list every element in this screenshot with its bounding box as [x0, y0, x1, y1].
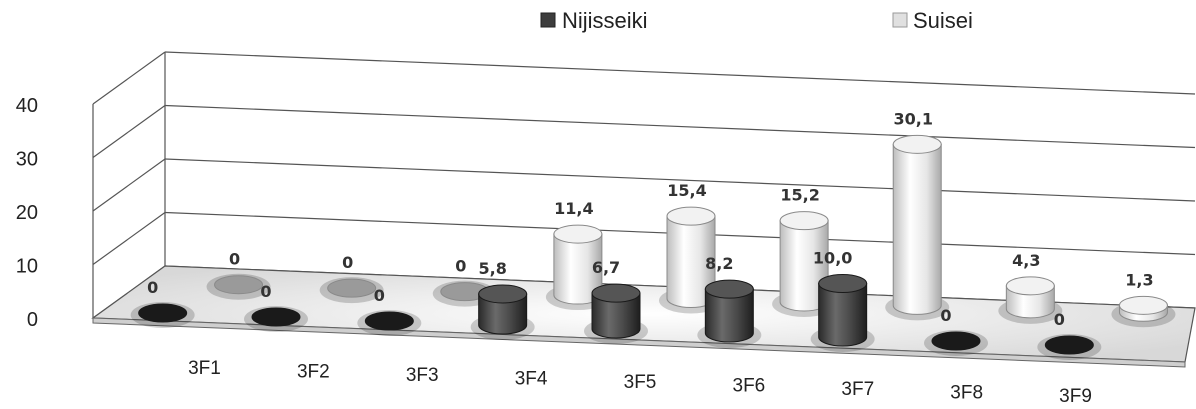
bar-top	[478, 284, 528, 304]
bar-top	[364, 311, 414, 331]
data-label-suisei: 15,4	[667, 181, 706, 200]
y-tick-label: 0	[27, 309, 38, 331]
bar-suisei-3F8	[998, 276, 1063, 324]
bar-top	[1005, 276, 1055, 296]
bar-top	[666, 206, 716, 226]
data-label-suisei: 0	[342, 253, 353, 272]
floor-edge	[92, 317, 1186, 368]
y-tick-label: 10	[16, 256, 38, 278]
bar-top	[214, 275, 264, 295]
back-gridline	[164, 104, 1196, 149]
legend-swatch-suisei	[892, 12, 908, 28]
y-tick-label: 30	[16, 149, 38, 171]
bar-nijisseiki-3F6	[697, 279, 762, 348]
bar-suisei-3F2	[319, 277, 384, 304]
bar-nijisseiki-3F4	[470, 284, 535, 340]
bar-nijisseiki-3F5	[584, 283, 648, 344]
y-axis: 0 10 20 30 40	[16, 95, 94, 331]
x-tick-label: 3F1	[188, 358, 221, 379]
data-label-suisei: 0	[229, 250, 240, 269]
side-gridline	[92, 105, 166, 158]
bar-body	[818, 283, 868, 347]
bar-top	[251, 307, 301, 327]
bar-nijisseiki-3F1	[130, 302, 195, 328]
bar-suisei-3F6	[772, 211, 837, 317]
back-gridline	[164, 51, 1196, 95]
legend-label-suisei: Suisei	[913, 8, 973, 33]
data-label-suisei: 1,3	[1125, 270, 1153, 289]
x-tick-label: 3F8	[950, 383, 983, 404]
y-tick-label: 40	[16, 95, 38, 117]
bar-top	[1118, 295, 1168, 315]
bar-body	[591, 292, 641, 339]
x-tick-label: 3F4	[515, 368, 548, 389]
data-label-nijisseiki: 0	[940, 306, 951, 325]
data-label-suisei: 30,1	[893, 109, 932, 128]
x-tick-label: 3F5	[624, 372, 657, 393]
bar-suisei-3F9	[1111, 295, 1176, 328]
bar-nijisseiki-3F2	[244, 306, 308, 332]
x-tick-label: 3F9	[1059, 386, 1092, 407]
side-gridline	[92, 51, 166, 105]
side-gridline	[92, 212, 166, 265]
data-label-nijisseiki: 5,8	[478, 259, 506, 278]
data-label-suisei: 0	[455, 257, 466, 276]
bar-top	[704, 279, 754, 299]
data-label-suisei: 11,4	[554, 199, 593, 218]
x-axis: 3F1 3F2 3F3 3F4 3F5 3F6 3F7 3F8 3F9	[188, 358, 1092, 407]
x-tick-label: 3F7	[841, 379, 874, 400]
data-label-suisei: 4,3	[1012, 251, 1040, 270]
data-label-nijisseiki: 0	[374, 286, 385, 305]
bar-top	[779, 211, 829, 231]
data-label-suisei: 15,2	[780, 186, 819, 205]
bar-body	[478, 293, 528, 335]
bar-body	[892, 143, 942, 315]
data-label-nijisseiki: 0	[147, 278, 158, 297]
legend-label-nijisseiki: Nijisseiki	[562, 8, 648, 33]
data-label-nijisseiki: 6,7	[592, 258, 620, 277]
bar-suisei-3F1	[206, 273, 271, 300]
bar-top	[1044, 335, 1094, 355]
bar-body	[704, 288, 754, 343]
bar-nijisseiki-3F8	[924, 330, 988, 356]
bar-top	[892, 134, 942, 154]
bar-top	[818, 274, 868, 293]
data-labels: 0 0 0 11,4 15,4 15,2 30,1 4,3 1,3 0 0 0 5,8 6,7 8,2 10,…	[147, 109, 1154, 329]
x-tick-label: 3F6	[733, 376, 766, 397]
bar-top	[138, 303, 188, 323]
legend-swatch-nijisseiki	[540, 12, 556, 28]
bar-suisei-3F7	[885, 134, 950, 321]
bar-nijisseiki-3F7	[810, 274, 875, 352]
bar-nijisseiki-3F9	[1037, 334, 1102, 360]
data-label-nijisseiki: 8,2	[705, 254, 733, 273]
bar-nijisseiki-3F3	[357, 310, 422, 336]
y-tick-label: 20	[16, 202, 38, 224]
bar-top	[591, 283, 641, 303]
bar-top	[327, 278, 377, 298]
data-label-nijisseiki: 10,0	[813, 249, 852, 268]
legend: Nijisseiki Suisei	[540, 8, 973, 33]
back-gridline	[164, 158, 1196, 202]
x-tick-label: 3F3	[406, 365, 439, 386]
data-label-nijisseiki: 0	[260, 282, 271, 301]
bar-series	[130, 134, 1176, 360]
bar-top	[931, 331, 981, 351]
side-gridline	[92, 158, 166, 212]
bar-top	[553, 224, 603, 244]
data-label-nijisseiki: 0	[1054, 310, 1065, 329]
x-tick-label: 3F2	[297, 361, 330, 382]
